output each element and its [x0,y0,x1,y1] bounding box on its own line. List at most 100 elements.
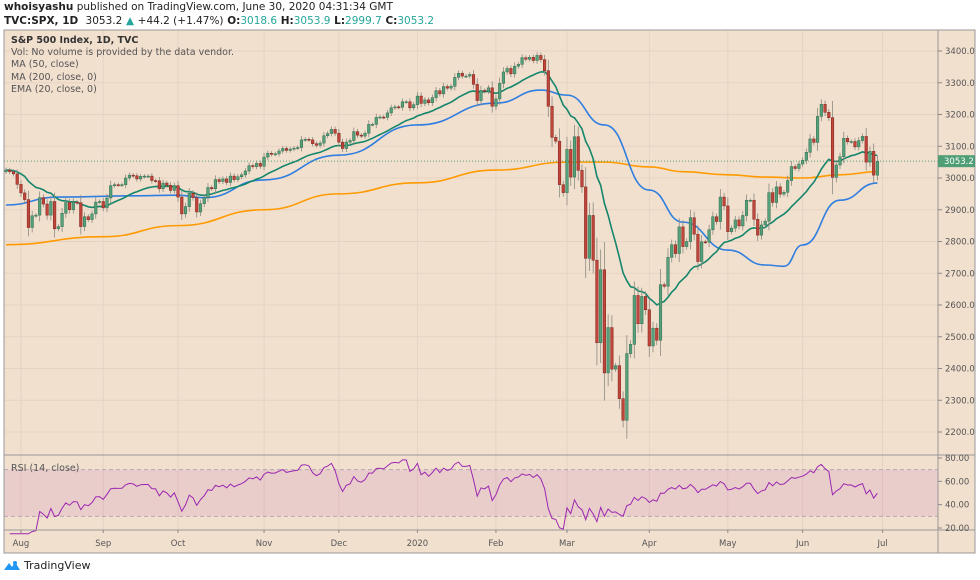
candle-up [266,152,270,158]
candle-up [468,74,472,77]
candle-down [864,136,868,163]
time-tick-label: May [719,539,737,549]
candle [771,188,775,207]
candle [258,160,262,169]
price-tick-label: 3100.0 [945,142,975,152]
candle-down [647,309,651,347]
candle [307,137,311,142]
candle [834,159,838,183]
candle [191,190,195,201]
candle-down [580,170,584,188]
candle [520,54,524,68]
candle [737,216,741,230]
candle [154,178,158,183]
candle-up [801,159,805,165]
candle-down [715,216,719,222]
candle [284,146,289,153]
candle [430,94,434,106]
candle-up [498,83,502,100]
candle-up [348,140,352,143]
candle-up [236,176,240,180]
candle [610,315,614,382]
candle [419,92,423,108]
candle-up [281,148,285,152]
candle-down [337,132,341,143]
candle [356,128,360,138]
candle [266,150,270,160]
candle [636,286,640,333]
candle-up [213,179,217,190]
candle-up [292,147,296,150]
candle-down [217,179,221,182]
candle-down [543,59,547,71]
candle-down [397,106,401,109]
candle-up [834,164,838,178]
candle-up [711,216,715,231]
chart-legend: S&P 500 Index, 1D, TVC Vol: No volume is… [11,35,234,96]
candle [621,391,625,428]
candle [322,132,326,147]
candle [550,96,554,148]
candle-down [595,259,599,344]
candle-up [415,95,419,105]
candle-down [673,244,678,254]
candle [543,54,547,76]
candle-up [819,104,823,117]
candle [666,248,670,296]
candle [531,54,535,64]
candle [546,59,550,118]
candle-up [486,87,491,92]
candle-up [262,156,266,167]
candle [4,167,8,174]
candle-up [30,215,34,228]
candle-up [449,85,453,89]
candle-up [707,229,711,243]
candle-up [112,184,117,186]
candle-up [127,174,131,179]
candle-up [296,147,300,149]
candle-down [258,163,262,167]
candle-up [658,284,663,341]
candle-up [516,64,520,67]
candle-down [550,105,554,138]
legend-ema20[interactable]: EMA (20, close, 0) [11,83,97,95]
price-tick-label: 3300.0 [945,79,975,89]
price-tick-label: 3400.0 [945,47,975,57]
candle-up [273,153,277,156]
legend-ma200[interactable]: MA (200, close, 0) [11,71,97,83]
candle [524,55,528,62]
price-tick-label: 2400.0 [945,365,975,375]
candle-up [49,201,53,216]
candle-down [722,196,726,207]
candle [341,138,345,152]
candle [617,355,621,409]
time-tick-label: Apr [642,539,657,549]
candle [700,234,704,269]
rsi-tick-label: 80.00 [945,454,969,464]
candle-down [591,215,595,261]
author-name[interactable]: whoisyashu [4,1,74,13]
candle [629,340,633,358]
candle-up [389,107,393,114]
candle-up [700,241,704,262]
candle-up [748,199,752,202]
rsi-tick-label: 40.00 [945,501,969,511]
candle-up [670,244,674,258]
legend-ma50[interactable]: MA (50, close) [11,59,79,71]
candle [333,126,337,137]
rsi-band [4,469,938,517]
candle [595,237,599,366]
candle-down [165,182,169,186]
candle [236,174,240,183]
candle-down [483,90,487,92]
candle [337,129,341,147]
price-tick-label: 2600.0 [945,301,975,311]
candle [632,281,636,359]
rsi-legend[interactable]: RSI (14, close) [11,463,80,474]
candle-down [75,201,79,204]
tradingview-logo[interactable]: TradingView [4,559,90,572]
candle [56,224,60,232]
candle [460,70,464,79]
candle [146,174,150,178]
